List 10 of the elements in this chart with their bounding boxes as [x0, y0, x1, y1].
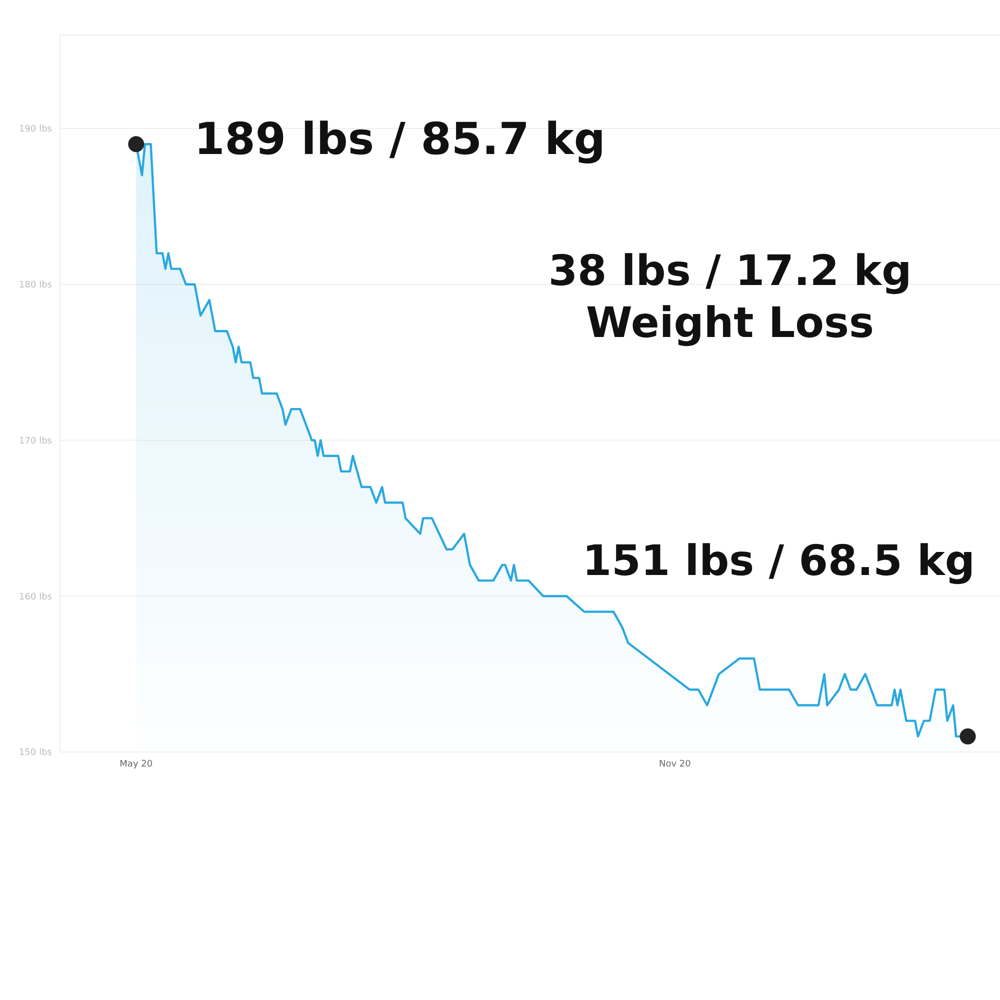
- annotation: 151 lbs / 68.5 kg: [581, 535, 975, 587]
- x-tick-label: May 20: [120, 759, 153, 770]
- y-tick-label: 180 lbs: [19, 280, 52, 291]
- y-tick-label: 190 lbs: [19, 124, 52, 135]
- annotation: 38 lbs / 17.2 kg Weight Loss: [547, 245, 913, 349]
- y-tick-label: 150 lbs: [19, 748, 52, 758]
- x-tick-label: Nov 20: [659, 759, 692, 770]
- y-tick-label: 170 lbs: [19, 436, 52, 446]
- y-tick-label: 160 lbs: [19, 592, 52, 602]
- annotation: 189 lbs / 85.7 kg: [194, 114, 606, 166]
